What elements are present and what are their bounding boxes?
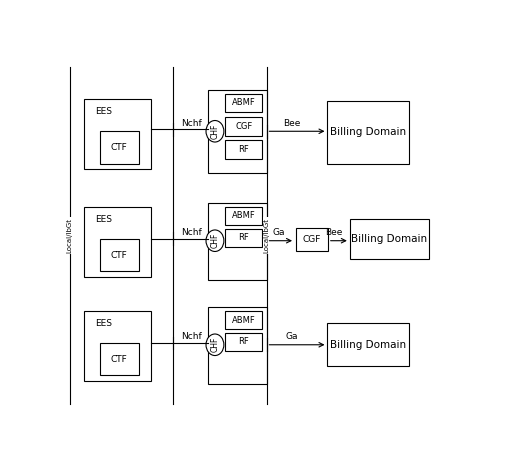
Bar	[100, 239, 138, 271]
Text: Local/IbGt: Local/IbGt	[67, 218, 72, 253]
Text: EES: EES	[95, 319, 112, 328]
Text: CHF: CHF	[211, 123, 220, 139]
Text: RF: RF	[238, 145, 249, 154]
Bar	[225, 140, 263, 159]
Text: Nchf: Nchf	[181, 228, 202, 237]
Text: CTF: CTF	[111, 143, 128, 152]
Text: Bee: Bee	[325, 228, 342, 237]
Text: Billing Domain: Billing Domain	[351, 234, 428, 244]
Bar	[225, 94, 263, 112]
Bar	[328, 323, 409, 366]
Text: CTF: CTF	[111, 355, 128, 363]
Bar	[100, 343, 138, 375]
Bar	[208, 203, 267, 280]
Bar	[225, 229, 263, 247]
Text: RF: RF	[238, 337, 249, 346]
Bar	[100, 131, 138, 164]
Text: Billing Domain: Billing Domain	[330, 340, 406, 350]
Text: Bee: Bee	[283, 119, 301, 128]
Bar	[350, 219, 429, 259]
Text: ABMF: ABMF	[232, 211, 256, 220]
Bar	[225, 311, 263, 329]
Bar	[225, 206, 263, 225]
Bar	[84, 206, 151, 277]
Text: CGF: CGF	[235, 122, 253, 131]
Text: Billing Domain: Billing Domain	[330, 127, 406, 137]
Text: CGF: CGF	[303, 235, 321, 244]
Bar	[84, 311, 151, 381]
Text: Ga: Ga	[286, 332, 298, 341]
Ellipse shape	[206, 230, 224, 252]
Bar	[296, 228, 328, 252]
Ellipse shape	[206, 334, 224, 356]
Text: CTF: CTF	[111, 251, 128, 260]
Bar	[225, 333, 263, 351]
Bar	[225, 117, 263, 136]
Text: Nchf: Nchf	[181, 119, 202, 128]
Bar	[84, 99, 151, 169]
Text: ABMF: ABMF	[232, 98, 256, 108]
Text: EES: EES	[95, 215, 112, 224]
Text: Local/IbGt: Local/IbGt	[264, 218, 269, 253]
Bar	[208, 307, 267, 384]
Ellipse shape	[206, 121, 224, 142]
Bar	[208, 90, 267, 172]
Text: CHF: CHF	[211, 337, 220, 352]
Bar	[328, 101, 409, 164]
Text: EES: EES	[95, 107, 112, 116]
Text: RF: RF	[238, 233, 249, 242]
Text: ABMF: ABMF	[232, 316, 256, 325]
Text: Ga: Ga	[272, 228, 285, 237]
Text: CHF: CHF	[211, 233, 220, 248]
Text: Nchf: Nchf	[181, 332, 202, 341]
